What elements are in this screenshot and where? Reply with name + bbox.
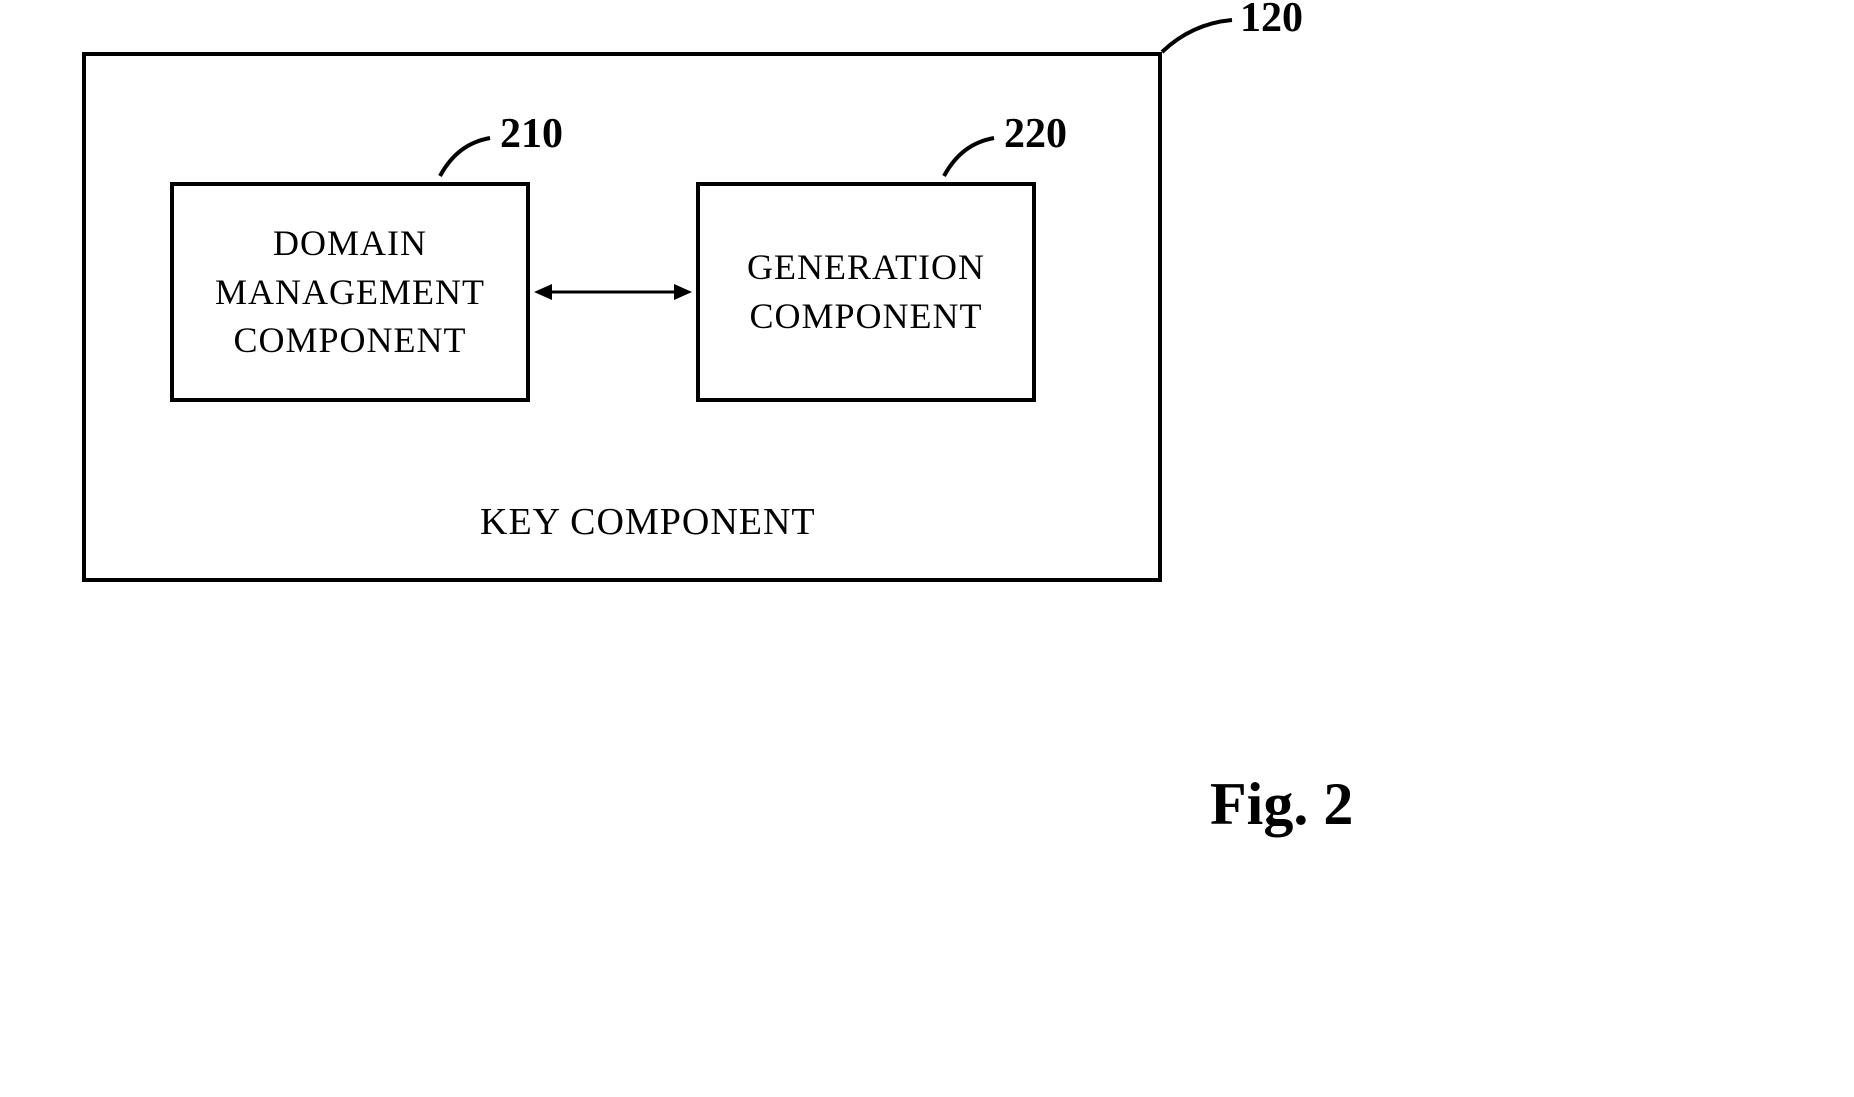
domain-management-component-text: DOMAIN MANAGEMENT COMPONENT bbox=[215, 219, 485, 365]
domain-management-component-box: DOMAIN MANAGEMENT COMPONENT bbox=[170, 182, 530, 402]
ref-label-120: 120 bbox=[1240, 0, 1303, 42]
figure-label: Fig. 2 bbox=[1210, 770, 1353, 839]
text-line: COMPONENT bbox=[233, 320, 466, 360]
text-line: GENERATION bbox=[747, 247, 985, 287]
ref-label-210: 210 bbox=[500, 110, 563, 158]
text-line: MANAGEMENT bbox=[215, 272, 485, 312]
key-component-label: KEY COMPONENT bbox=[480, 500, 816, 544]
text-line: DOMAIN bbox=[273, 223, 427, 263]
ref-label-220: 220 bbox=[1004, 110, 1067, 158]
generation-component-text: GENERATION COMPONENT bbox=[747, 243, 985, 340]
text-line: COMPONENT bbox=[749, 296, 982, 336]
generation-component-box: GENERATION COMPONENT bbox=[696, 182, 1036, 402]
